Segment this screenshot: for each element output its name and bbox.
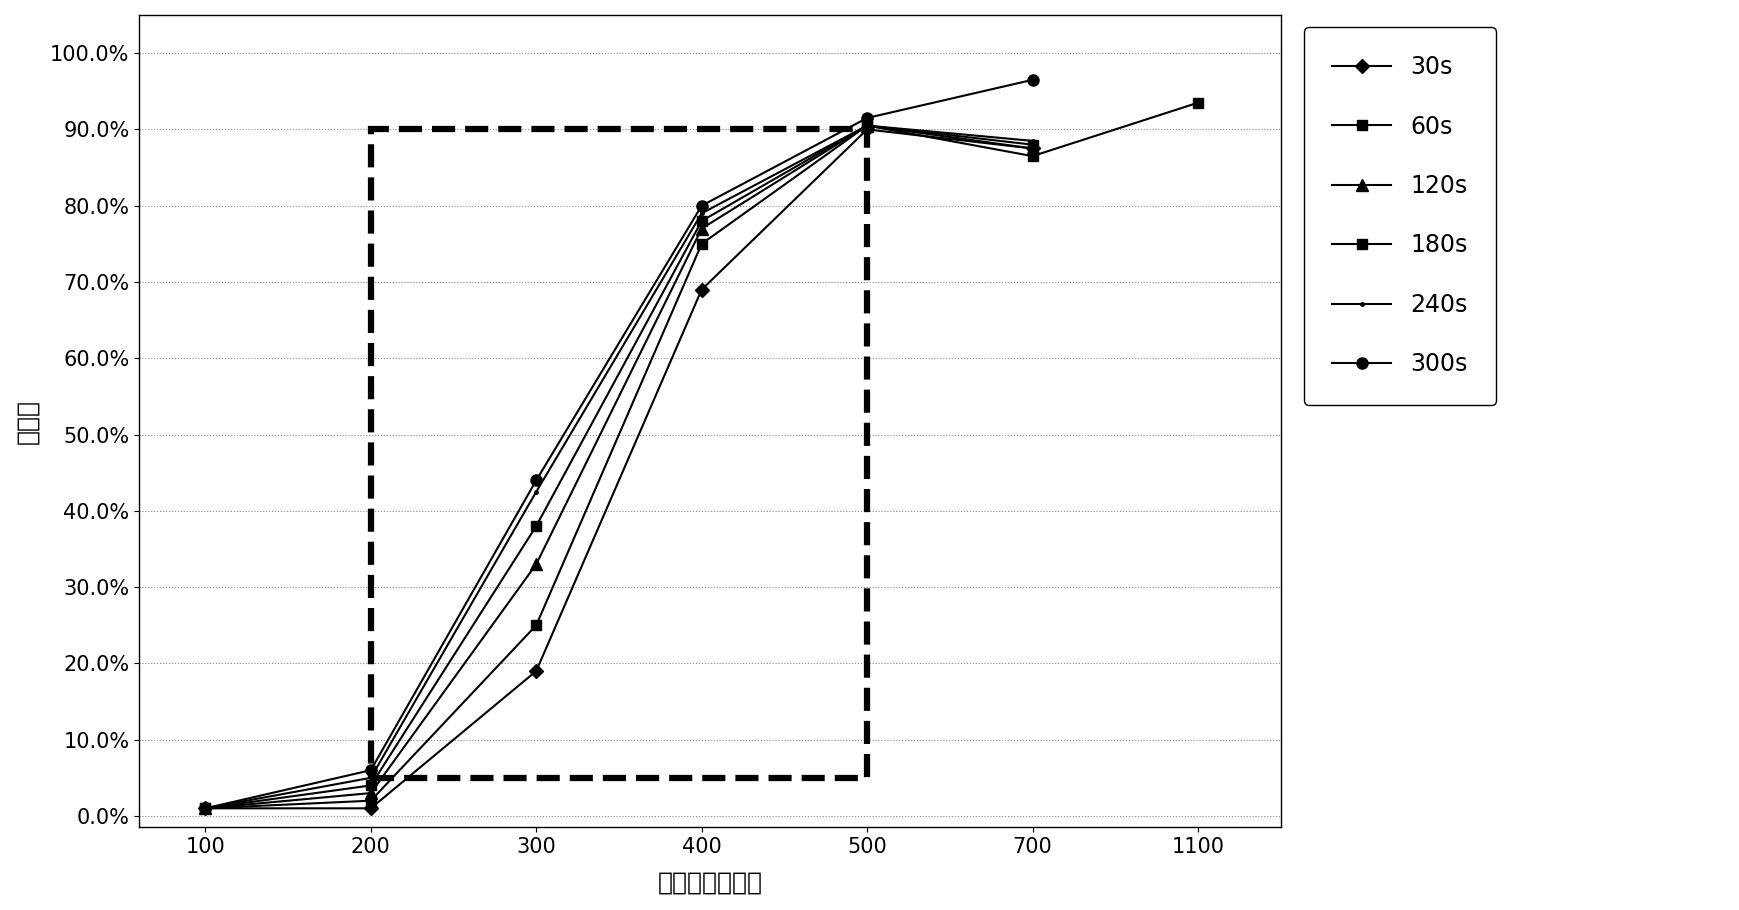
120s [525,559,546,570]
180s [857,120,878,131]
180s [690,216,711,227]
Line: 120s: 120s [200,120,1038,814]
120s [690,223,711,234]
30s [690,284,711,295]
300s [360,764,381,775]
240s [857,120,878,131]
Line: 300s: 300s [200,75,1038,814]
180s [360,780,381,791]
300s [857,113,878,124]
X-axis label: 温度（摄氏度）: 温度（摄氏度） [657,871,762,895]
120s [360,787,381,798]
Bar [370,129,868,778]
Line: 180s: 180s [200,121,1038,814]
120s [857,120,878,131]
240s [525,486,546,497]
240s [690,207,711,218]
300s [690,200,711,211]
Line: 60s: 60s [200,98,1203,814]
240s [195,803,216,814]
180s [525,521,546,531]
Legend: 30s, 60s, 120s, 180s, 240s, 300s: 30s, 60s, 120s, 180s, 240s, 300s [1304,26,1496,405]
60s [360,795,381,806]
30s [525,665,546,676]
60s [857,120,878,131]
30s [857,124,878,135]
240s [360,773,381,784]
240s [1023,136,1043,147]
300s [525,475,546,486]
30s [1023,143,1043,154]
60s [1188,97,1209,108]
60s [525,620,546,631]
300s [195,803,216,814]
60s [690,238,711,249]
120s [195,803,216,814]
180s [195,803,216,814]
120s [1023,143,1043,154]
Y-axis label: 衰减率: 衰减率 [16,399,38,444]
Line: 30s: 30s [200,125,1038,814]
Line: 240s: 240s [202,122,1036,812]
300s [1023,75,1043,86]
60s [1023,151,1043,162]
180s [1023,139,1043,150]
30s [360,803,381,814]
60s [195,803,216,814]
30s [195,803,216,814]
